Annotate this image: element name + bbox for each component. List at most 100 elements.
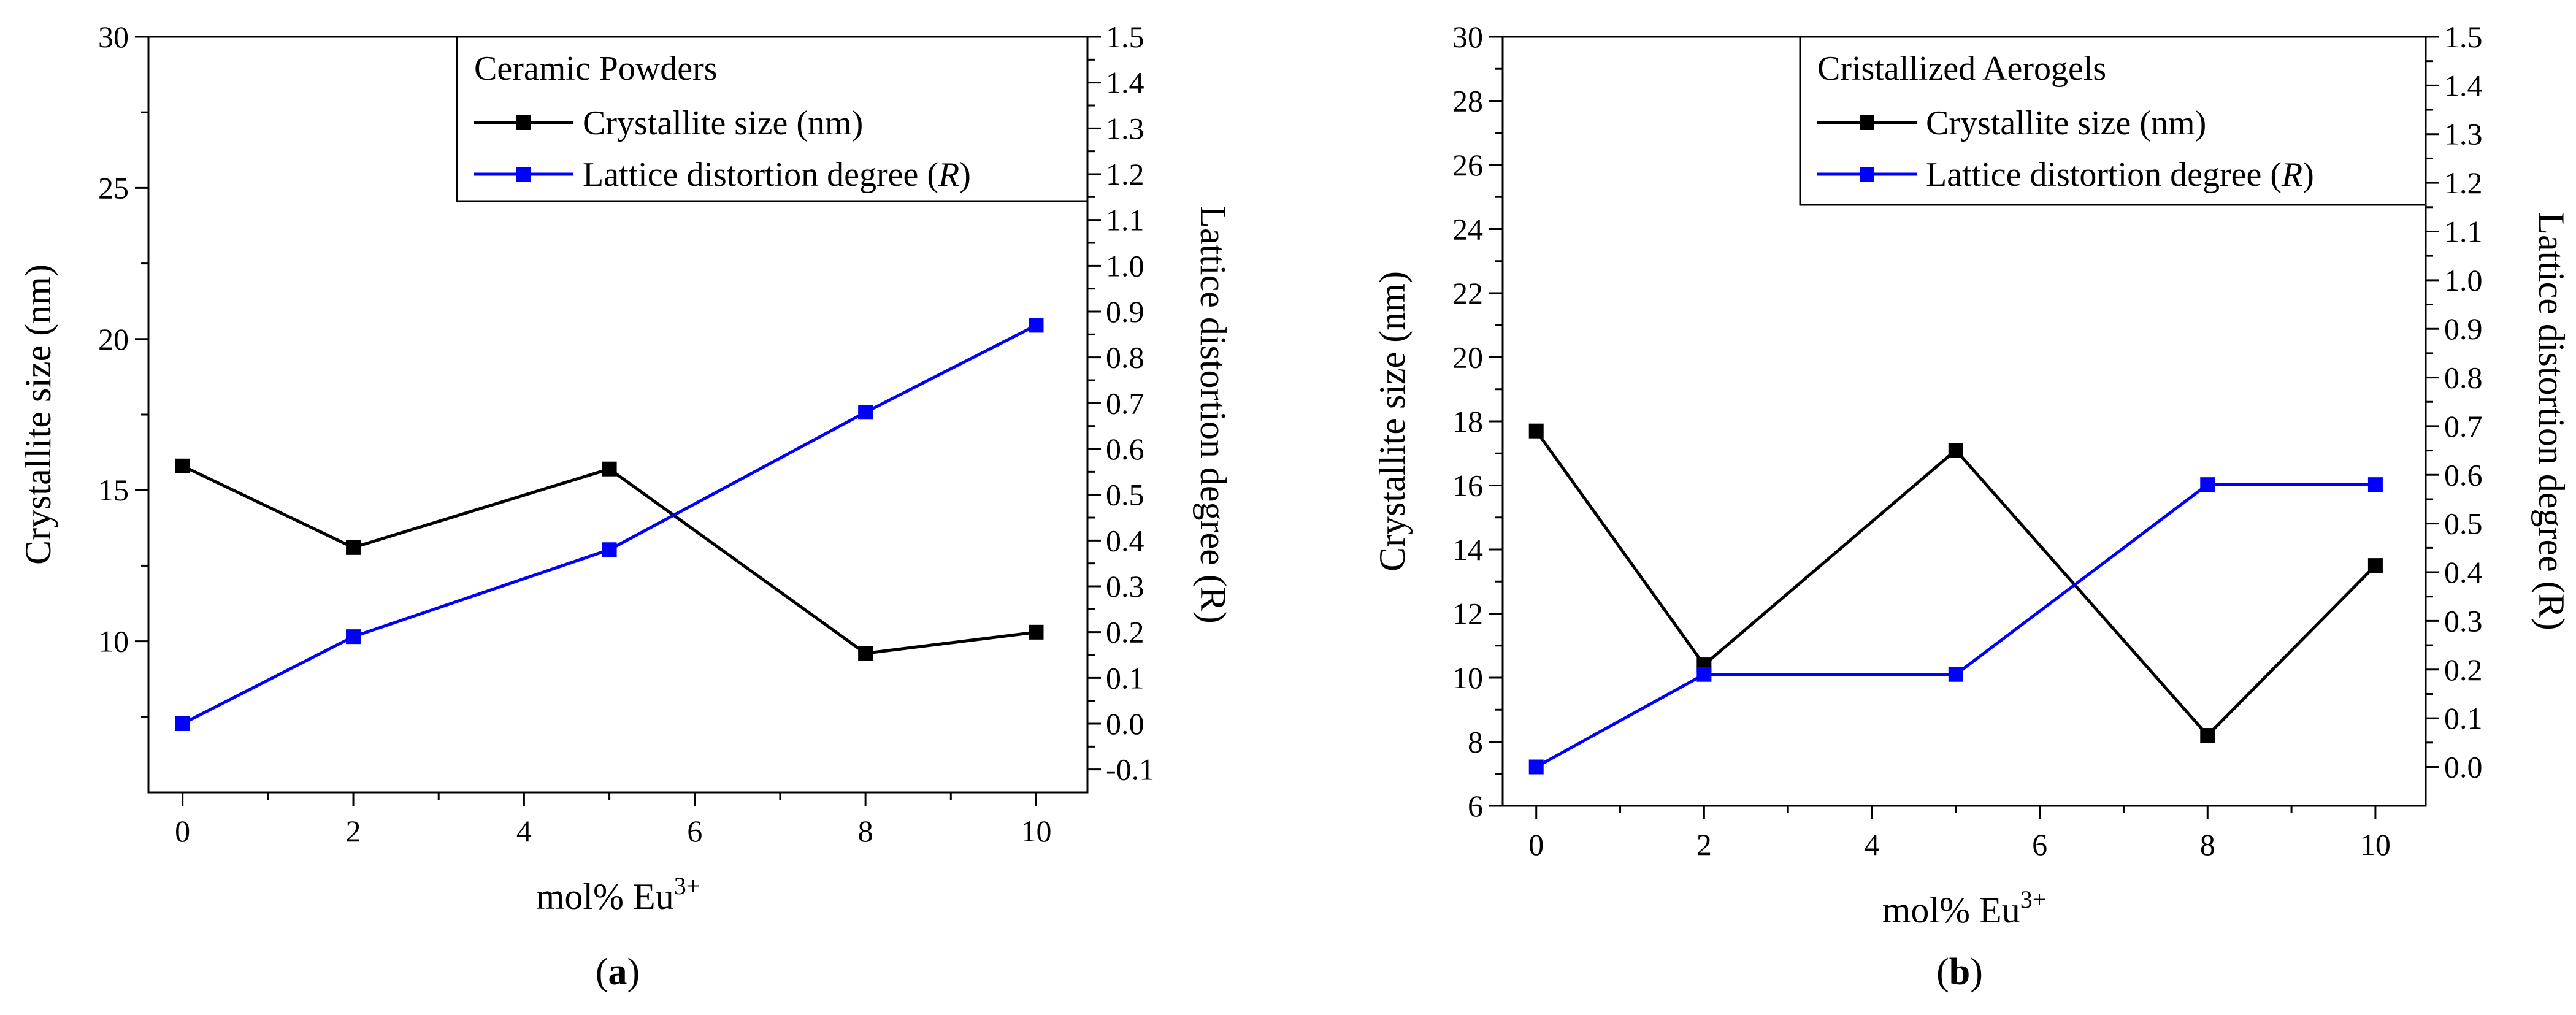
data-point-lattice: [2200, 477, 2215, 492]
legend-box: [1799, 36, 2427, 206]
y-right-tick-label: 0.4: [2444, 555, 2483, 589]
y-left-tick-label: 8: [1468, 725, 1483, 759]
data-point-crystallite: [2200, 728, 2215, 743]
y-left-tick-label: 25: [98, 170, 129, 205]
y-right-tick-label: 1.4: [2444, 68, 2483, 102]
data-point-crystallite: [175, 458, 190, 473]
legend-entry-label: Crystallite size (nm): [583, 104, 863, 142]
data-point-crystallite: [602, 461, 617, 477]
y-right-tick-label: 0.8: [2444, 361, 2483, 395]
legend-swatch-marker: [1860, 167, 1874, 182]
y-right-tick-label: 0.7: [2444, 409, 2483, 443]
y-right-tick-label: 0.1: [2444, 701, 2483, 735]
y-left-tick-label: 10: [98, 624, 129, 659]
x-axis-title-main: mol% Eu: [536, 876, 674, 917]
y-right-tick-label: 0.6: [1106, 432, 1144, 466]
data-point-lattice: [2367, 477, 2383, 492]
y-right-axis-title: Lattice distortion degree (R): [2531, 212, 2572, 630]
y-right-tick-label: 0.1: [1106, 661, 1144, 695]
series-line-crystallite: [1535, 430, 2377, 738]
y-right-tick-label: 0.9: [2444, 312, 2483, 346]
y-left-tick-label: 18: [1452, 404, 1483, 439]
data-point-lattice: [602, 542, 617, 557]
panel-b: 0 2 4 6 8 106810121416182022242628300.00.10.2…: [1372, 20, 2572, 993]
data-point-crystallite: [346, 540, 361, 555]
legend-swatch-marker: [1860, 115, 1874, 130]
y-left-tick-label: 14: [1452, 532, 1483, 567]
y-right-tick-label: 0.7: [1106, 386, 1144, 420]
panel-label-open: (: [1936, 951, 1949, 993]
data-point-lattice: [1696, 667, 1712, 682]
legend-entry-label-part: Lattice distortion degree (: [583, 156, 938, 194]
y-right-tick-label: 0.6: [2444, 458, 2483, 492]
panel-label: (a): [596, 951, 640, 993]
legend-entry-label-part: ): [2302, 156, 2314, 194]
legend-entry-label: Crystallite size (nm): [1926, 104, 2206, 142]
panel-label-close: ): [1970, 951, 1983, 993]
y-right-tick-label: 1.2: [2444, 166, 2483, 200]
x-tick-label: 0: [1528, 827, 1544, 862]
y-right-tick-label: 1.2: [1106, 157, 1144, 191]
panel-label-close: ): [627, 951, 640, 993]
y-right-axis-title: Lattice distortion degree (R): [1193, 205, 1233, 623]
x-tick-label: 6: [687, 814, 702, 848]
y-left-axis-title: Crystallite size (nm): [1372, 271, 1413, 572]
y-right-tick-label: 1.1: [1106, 203, 1144, 237]
y-left-tick-label: 26: [1452, 148, 1483, 182]
series-line-crystallite: [182, 464, 1037, 655]
data-point-lattice: [175, 716, 190, 731]
x-tick-label: 8: [2200, 827, 2215, 862]
y-left-axis-title: Crystallite size (nm): [18, 264, 58, 565]
legend-entry-label-italic: R: [938, 156, 959, 194]
y-left-tick-label: 20: [98, 322, 129, 356]
legend-entry-label: Lattice distortion degree (R): [1926, 156, 2314, 194]
x-axis-title: mol% Eu3+: [1882, 886, 2047, 930]
y-right-tick-label: 1.5: [2444, 20, 2483, 54]
x-axis-title-superscript: 3+: [674, 872, 700, 900]
panel-label-open: (: [596, 951, 608, 993]
x-tick-label: 2: [346, 814, 361, 848]
legend-entry-label-part: Lattice distortion degree (: [1926, 156, 2282, 194]
y-right-tick-label: 0.2: [2444, 653, 2483, 687]
data-point-crystallite: [858, 646, 873, 661]
legend-entry-label-part: ): [959, 156, 971, 194]
y-left-tick-label: 20: [1452, 340, 1483, 375]
x-tick-label: 4: [516, 814, 532, 848]
panel-label: (b): [1936, 951, 1983, 993]
y-right-tick-label: 0.5: [1106, 478, 1144, 512]
y-right-tick-label: 0.3: [2444, 603, 2483, 638]
y-left-tick-label: 30: [98, 20, 129, 54]
data-point-lattice: [1029, 318, 1044, 333]
x-tick-label: 6: [2032, 827, 2047, 862]
y-right-tick-label: 1.4: [1106, 66, 1144, 100]
y-left-tick-label: 24: [1452, 212, 1483, 247]
data-point-lattice: [346, 629, 361, 645]
y-left-tick-label: 6: [1468, 789, 1483, 823]
y-right-tick-label: -0.1: [1106, 753, 1154, 787]
series-line-lattice: [1535, 483, 2375, 768]
legend-swatch-marker: [516, 167, 531, 182]
y-left-tick-label: 15: [98, 473, 129, 507]
y-right-tick-label: 1.1: [2444, 214, 2483, 248]
data-point-crystallite: [1029, 624, 1044, 640]
y-right-tick-label: 0.9: [1106, 294, 1144, 329]
x-tick-label: 10: [1021, 814, 1051, 848]
y-right-tick-label: 1.3: [2444, 117, 2483, 151]
y-right-tick-label: 1.0: [2444, 263, 2483, 297]
x-tick-label: 10: [2360, 827, 2391, 862]
y-left-tick-label: 22: [1452, 276, 1483, 310]
x-tick-label: 8: [858, 814, 873, 848]
y-right-tick-label: 1.5: [1106, 20, 1144, 54]
data-point-lattice: [1528, 759, 1544, 775]
y-right-tick-label: 0.8: [1106, 340, 1144, 375]
legend-entry-label: Lattice distortion degree (R): [583, 156, 971, 194]
y-right-tick-label: 1.3: [1106, 111, 1144, 145]
x-tick-label: 0: [175, 814, 190, 848]
y-left-tick-label: 28: [1452, 84, 1483, 118]
legend-entry-label-italic: R: [2281, 156, 2302, 194]
y-left-tick-label: 10: [1452, 661, 1483, 695]
y-left-tick-label: 30: [1452, 20, 1483, 54]
data-point-crystallite: [2367, 558, 2383, 573]
x-axis-title-superscript: 3+: [2020, 886, 2047, 913]
